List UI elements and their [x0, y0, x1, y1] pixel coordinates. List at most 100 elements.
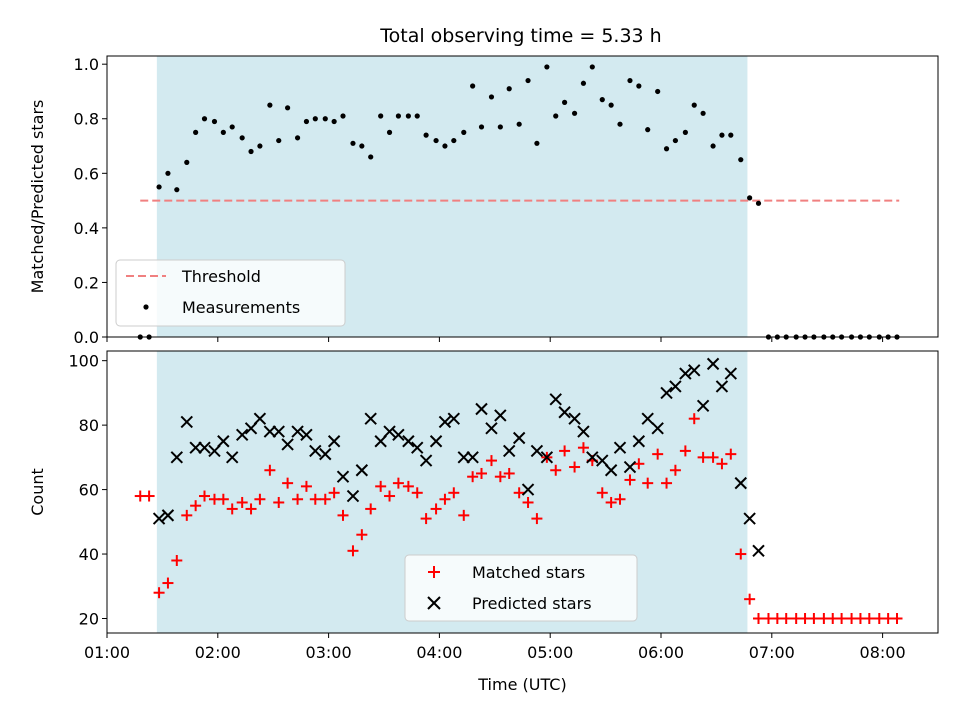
- predicted-star-point: [392, 428, 405, 442]
- matched-star-point: [836, 612, 848, 624]
- matched-star-point: [245, 503, 257, 515]
- predicted-star-point: [688, 364, 701, 377]
- predicted-stars-points: [152, 357, 765, 558]
- predicted-star-point: [604, 464, 618, 477]
- matched-star-point: [624, 474, 636, 486]
- y-tick-label: 100: [68, 352, 99, 371]
- predicted-star-point: [447, 412, 461, 425]
- predicted-star-point: [336, 470, 350, 483]
- measurement-point: [488, 94, 495, 100]
- predicted-star-point: [419, 454, 433, 467]
- matched-star-point: [328, 487, 340, 499]
- measurement-point: [359, 143, 365, 149]
- matched-star-point: [669, 464, 681, 476]
- measurement-point: [691, 102, 697, 108]
- x-tick-label: 03:00: [306, 643, 352, 662]
- matched-star-point: [494, 471, 506, 483]
- measurement-point: [461, 129, 467, 135]
- predicted-star-point: [577, 425, 590, 438]
- matched-star-point: [467, 471, 479, 483]
- predicted-star-point: [152, 512, 166, 525]
- predicted-star-point: [189, 441, 202, 454]
- predicted-star-point: [521, 483, 535, 496]
- y-tick-label: 0.0: [74, 328, 99, 347]
- matched-star-point: [292, 493, 304, 505]
- matched-star-point: [300, 480, 312, 492]
- measurement-point: [562, 99, 568, 105]
- matched-star-point: [430, 503, 442, 515]
- legend-measurements-swatch: [143, 304, 149, 310]
- measurement-point: [525, 77, 531, 84]
- predicted-star-point: [244, 422, 258, 435]
- x-axis-label: Time (UTC): [477, 675, 566, 694]
- legend-box: [404, 554, 638, 622]
- predicted-star-point: [549, 393, 562, 406]
- measurement-point: [534, 140, 540, 146]
- matched-star-point: [309, 493, 321, 505]
- matched-star-point: [485, 455, 497, 467]
- measurement-point: [156, 184, 162, 190]
- measurement-point: [322, 116, 328, 122]
- predicted-star-point: [651, 422, 664, 435]
- y-axis-label: Count: [28, 468, 47, 516]
- predicted-star-point: [660, 386, 673, 400]
- measurement-point: [682, 129, 688, 135]
- measurement-point: [608, 102, 614, 108]
- predicted-star-point: [291, 425, 304, 438]
- predicted-star-point: [161, 509, 175, 522]
- predicted-star-point: [309, 444, 322, 458]
- matched-star-point: [679, 445, 691, 457]
- matched-star-point: [337, 509, 349, 521]
- matched-star-point: [559, 445, 571, 457]
- predicted-star-point: [170, 451, 184, 464]
- matched-star-point: [891, 612, 903, 624]
- predicted-star-point: [752, 544, 765, 558]
- predicted-star-point: [235, 428, 249, 442]
- x-ticks: 01:00 02:00 03:00 04:00 05:00 06:00 07:00 08:00: [84, 633, 906, 662]
- matched-star-point: [217, 493, 229, 505]
- matched-star-point: [143, 490, 155, 502]
- measurement-point: [229, 124, 235, 130]
- measurement-point: [386, 129, 393, 135]
- predicted-star-point: [632, 435, 646, 448]
- predicted-star-point: [402, 435, 415, 448]
- measurement-point: [340, 113, 346, 119]
- predicted-star-point: [596, 454, 609, 467]
- predicted-star-point: [225, 451, 239, 464]
- predicted-star-point: [724, 367, 738, 380]
- matched-star-point: [458, 509, 470, 521]
- legend-matched-swatch: [428, 566, 440, 578]
- measurement-point: [738, 157, 744, 163]
- legend-matched-label: Matched stars: [472, 563, 585, 582]
- x-tick-label: 02:00: [195, 643, 241, 662]
- matched-star-point: [347, 545, 359, 557]
- x-tick-label: 08:00: [860, 643, 906, 662]
- predicted-star-point: [743, 512, 756, 525]
- matched-star-point: [402, 480, 414, 492]
- y-tick-label: 0.6: [74, 164, 99, 183]
- predicted-star-point: [429, 435, 443, 448]
- x-tick-label: 01:00: [84, 643, 130, 662]
- legend-box: [115, 259, 346, 327]
- matched-star-point: [642, 477, 654, 489]
- matched-star-point: [753, 612, 765, 624]
- predicted-star-point: [457, 451, 470, 464]
- measurement-point: [627, 77, 633, 84]
- predicted-star-point: [383, 425, 396, 438]
- y-tick-label: 0.8: [74, 110, 99, 129]
- matched-star-point: [725, 448, 737, 460]
- matched-star-point: [226, 503, 238, 515]
- predicted-star-point: [355, 464, 369, 477]
- predicted-star-point: [568, 412, 581, 425]
- measurement-point: [423, 132, 429, 138]
- measurement-point: [378, 113, 384, 119]
- measurement-point: [405, 113, 411, 119]
- measurement-point: [719, 132, 725, 138]
- measurement-point: [636, 83, 642, 89]
- y-ticks: 0.0 0.2 0.4 0.6 0.8 1.0: [74, 55, 107, 347]
- matched-star-point: [273, 496, 285, 508]
- measurement-point: [553, 113, 559, 119]
- measurement-point: [451, 137, 457, 144]
- predicted-star-point: [374, 435, 387, 448]
- matched-star-point: [808, 612, 820, 624]
